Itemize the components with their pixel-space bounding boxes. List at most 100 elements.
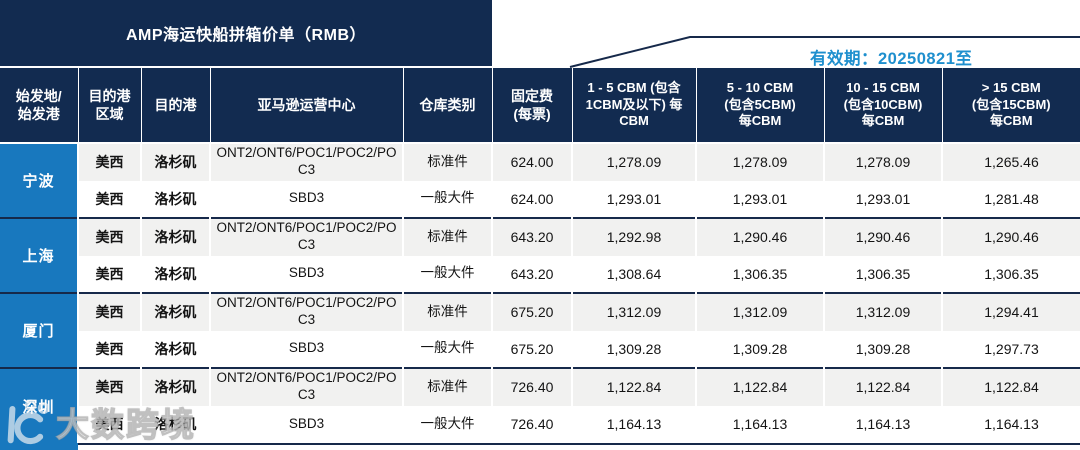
price-10-15cbm-cell: 1,290.46 xyxy=(824,217,943,256)
col-header-dest-port: 目的港 xyxy=(141,68,211,144)
price-10-15cbm-cell: 1,164.13 xyxy=(824,405,943,443)
title-banner: AMP海运快船拼箱价单（RMB） xyxy=(0,0,492,66)
price-5-10cbm-cell: 1,164.13 xyxy=(696,405,825,443)
fixed-fee-cell: 624.00 xyxy=(492,143,573,181)
price-over-15cbm-cell: 1,290.46 xyxy=(942,217,1080,256)
fulfillment-center-cell: SBD3 xyxy=(210,255,404,293)
table-row: 深圳 美西 洛杉矶 ONT2/ONT6/POC1/POC2/POC3 标准件 726.40… xyxy=(0,367,1080,443)
warehouse-type-cell: 一般大件 xyxy=(403,330,493,368)
warehouse-type-cell: 标准件 xyxy=(403,367,493,406)
region-cell: 美西 xyxy=(78,367,142,406)
price-5-10cbm-cell: 1,293.01 xyxy=(696,180,825,218)
region-cell: 美西 xyxy=(78,143,142,181)
origin-column-tail xyxy=(0,443,78,450)
region-cell: 美西 xyxy=(78,405,142,443)
price-5-10cbm-cell: 1,312.09 xyxy=(696,292,825,331)
col-header-origin: 始发地/ 始发港 xyxy=(0,68,79,144)
header-row: 始发地/ 始发港 目的港 区域 目的港 亚马逊运营中心 仓库类别 固定费 (每票… xyxy=(0,68,1080,144)
warehouse-type-cell: 标准件 xyxy=(403,292,493,331)
price-1-5cbm-cell: 1,312.09 xyxy=(572,292,697,331)
col-header-10-15cbm: 10 - 15 CBM (包含10CBM) 每CBM xyxy=(824,68,943,144)
price-10-15cbm-cell: 1,312.09 xyxy=(824,292,943,331)
warehouse-type-cell: 标准件 xyxy=(403,143,493,181)
port-cell: 洛杉矶 xyxy=(141,405,211,443)
table-row: 厦门 美西 洛杉矶 ONT2/ONT6/POC1/POC2/POC3 标准件 675.20… xyxy=(0,292,1080,368)
fulfillment-center-cell: SBD3 xyxy=(210,405,404,443)
col-header-fixed-fee: 固定费 (每票) xyxy=(492,68,573,144)
fulfillment-center-cell: ONT2/ONT6/POC1/POC2/POC3 xyxy=(210,217,404,256)
port-cell: 洛杉矶 xyxy=(141,180,211,218)
port-cell: 洛杉矶 xyxy=(141,255,211,293)
price-1-5cbm-cell: 1,278.09 xyxy=(572,143,697,181)
table-bottom-border xyxy=(78,443,1080,445)
fixed-fee-cell: 726.40 xyxy=(492,405,573,443)
price-10-15cbm-cell: 1,293.01 xyxy=(824,180,943,218)
warehouse-type-cell: 一般大件 xyxy=(403,180,493,218)
table-row: 宁波 美西 洛杉矶 ONT2/ONT6/POC1/POC2/POC3 标准件 624.00… xyxy=(0,143,1080,218)
table-row: 美西 洛杉矶 SBD3 一般大件 643.20 1,308.64 1,306.35 1,306… xyxy=(0,255,1080,293)
origin-cell: 厦门 xyxy=(0,292,79,368)
region-cell: 美西 xyxy=(78,292,142,331)
price-1-5cbm-cell: 1,122.84 xyxy=(572,367,697,406)
price-10-15cbm-cell: 1,122.84 xyxy=(824,367,943,406)
col-header-5-10cbm: 5 - 10 CBM (包含5CBM) 每CBM xyxy=(696,68,825,144)
price-over-15cbm-cell: 1,122.84 xyxy=(942,367,1080,406)
col-header-1-5cbm: 1 - 5 CBM (包含 1CBM及以下) 每 CBM xyxy=(572,68,697,144)
port-cell: 洛杉矶 xyxy=(141,143,211,181)
port-cell: 洛杉矶 xyxy=(141,367,211,406)
fulfillment-center-cell: ONT2/ONT6/POC1/POC2/POC3 xyxy=(210,367,404,406)
price-5-10cbm-cell: 1,122.84 xyxy=(696,367,825,406)
price-1-5cbm-cell: 1,308.64 xyxy=(572,255,697,293)
port-cell: 洛杉矶 xyxy=(141,292,211,331)
region-cell: 美西 xyxy=(78,255,142,293)
fixed-fee-cell: 643.20 xyxy=(492,217,573,256)
fixed-fee-cell: 726.40 xyxy=(492,367,573,406)
price-10-15cbm-cell: 1,306.35 xyxy=(824,255,943,293)
col-header-over-15cbm: > 15 CBM (包含15CBM) 每CBM xyxy=(942,68,1080,144)
port-cell: 洛杉矶 xyxy=(141,330,211,368)
fixed-fee-cell: 643.20 xyxy=(492,255,573,293)
table-row: 美西 洛杉矶 SBD3 一般大件 624.00 1,293.01 1,293.01 1,293… xyxy=(0,180,1080,218)
region-cell: 美西 xyxy=(78,330,142,368)
col-header-dest-region: 目的港 区域 xyxy=(78,68,142,144)
validity-text: 有效期：20250821至 xyxy=(810,50,973,68)
page-title: AMP海运快船拼箱价单（RMB） xyxy=(126,27,366,44)
price-1-5cbm-cell: 1,309.28 xyxy=(572,330,697,368)
fulfillment-center-cell: SBD3 xyxy=(210,180,404,218)
price-1-5cbm-cell: 1,292.98 xyxy=(572,217,697,256)
fulfillment-center-cell: SBD3 xyxy=(210,330,404,368)
price-over-15cbm-cell: 1,306.35 xyxy=(942,255,1080,293)
price-5-10cbm-cell: 1,278.09 xyxy=(696,143,825,181)
port-cell: 洛杉矶 xyxy=(141,217,211,256)
region-cell: 美西 xyxy=(78,180,142,218)
price-over-15cbm-cell: 1,297.73 xyxy=(942,330,1080,368)
warehouse-type-cell: 一般大件 xyxy=(403,255,493,293)
origin-cell: 上海 xyxy=(0,217,79,293)
warehouse-type-cell: 标准件 xyxy=(403,217,493,256)
price-table-body: 宁波 美西 洛杉矶 ONT2/ONT6/POC1/POC2/POC3 标准件 624.00… xyxy=(0,143,1080,443)
price-1-5cbm-cell: 1,164.13 xyxy=(572,405,697,443)
price-1-5cbm-cell: 1,293.01 xyxy=(572,180,697,218)
price-over-15cbm-cell: 1,281.48 xyxy=(942,180,1080,218)
fixed-fee-cell: 624.00 xyxy=(492,180,573,218)
table-row: 美西 洛杉矶 SBD3 一般大件 726.40 1,164.13 1,164.13 1,164… xyxy=(0,405,1080,443)
price-5-10cbm-cell: 1,306.35 xyxy=(696,255,825,293)
price-10-15cbm-cell: 1,309.28 xyxy=(824,330,943,368)
region-cell: 美西 xyxy=(78,217,142,256)
price-5-10cbm-cell: 1,290.46 xyxy=(696,217,825,256)
fixed-fee-cell: 675.20 xyxy=(492,292,573,331)
warehouse-type-cell: 一般大件 xyxy=(403,405,493,443)
origin-cell: 宁波 xyxy=(0,143,79,218)
col-header-warehouse-type: 仓库类别 xyxy=(403,68,493,144)
origin-cell: 深圳 xyxy=(0,367,79,443)
price-over-15cbm-cell: 1,265.46 xyxy=(942,143,1080,181)
price-over-15cbm-cell: 1,294.41 xyxy=(942,292,1080,331)
price-table: 始发地/ 始发港 目的港 区域 目的港 亚马逊运营中心 仓库类别 固定费 (每票… xyxy=(0,68,1080,443)
price-5-10cbm-cell: 1,309.28 xyxy=(696,330,825,368)
fulfillment-center-cell: ONT2/ONT6/POC1/POC2/POC3 xyxy=(210,143,404,181)
col-header-fulfillment-center: 亚马逊运营中心 xyxy=(210,68,404,144)
table-row: 上海 美西 洛杉矶 ONT2/ONT6/POC1/POC2/POC3 标准件 643.20… xyxy=(0,217,1080,293)
fixed-fee-cell: 675.20 xyxy=(492,330,573,368)
table-row: 美西 洛杉矶 SBD3 一般大件 675.20 1,309.28 1,309.28 1,309… xyxy=(0,330,1080,368)
